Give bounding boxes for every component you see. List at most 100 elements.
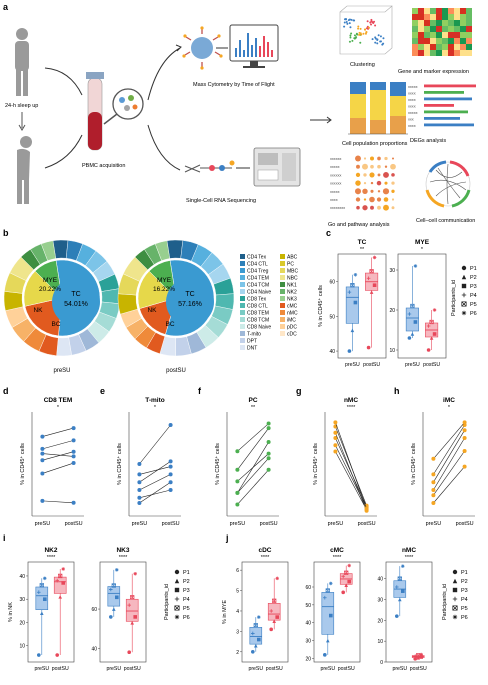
series-line [237,423,269,452]
legend-label: pDC [287,325,297,331]
legend-label: CD8 CTL [247,304,268,310]
go-term-label: xxxxx [330,165,340,169]
cluster-dot [376,42,379,45]
series-line [139,461,171,483]
point-star [275,576,279,581]
degs-row-label: xxxx [408,124,416,128]
legend-participant: P5 [461,606,468,612]
series-point [266,426,271,431]
series-line [42,427,74,437]
heatmap-cell [412,50,418,56]
point-triangle [429,336,434,340]
point-boxx [325,588,330,593]
boxplot: cMC**** 20 30 40 50 60 preSU postSU [305,547,361,672]
series-line [237,427,269,470]
point-star [401,564,405,568]
plot-significance: * [448,405,451,411]
heatmap-cell [442,44,448,50]
cluster-dot [374,41,377,44]
legend-participant: P1 [461,570,468,576]
series-point [40,498,45,503]
heatmap-cell [460,14,466,20]
series-point [431,488,436,492]
point-circle [407,336,412,340]
y-tick-label: 40 [377,577,383,583]
go-dot [363,173,367,177]
plot-frame [99,561,147,663]
x-tick-label: postSU [358,521,376,527]
point-boxx [369,269,374,274]
legend-label: NK3 [287,297,297,303]
heatmap-cell [418,44,424,50]
heatmap-cell [436,32,442,38]
series-point [168,480,173,485]
series-point [266,440,271,445]
bc-label: BC [51,321,60,328]
blood-tube-icon [86,72,104,151]
heatmap-cell [460,20,466,26]
point-boxx [39,583,44,588]
point-triangle [461,274,467,280]
legend-label: ABC [287,255,298,261]
go-dot [363,157,367,160]
cluster-dot [351,39,354,42]
plot-title: nMC [402,547,416,554]
y-tick-label: 20 [19,620,25,626]
series-point [137,462,142,466]
legend-swatch [240,331,245,336]
donut-inner-slice [148,260,177,299]
cluster-dot [370,23,373,26]
legend-label: CD8 TEM [247,311,269,317]
cytof-label: Mass Cytometry by Time of Flight [193,82,275,88]
legend-label: CD8 Naive [247,325,271,331]
cluster-dot [352,19,355,22]
series-point [137,472,142,477]
series-point [40,458,45,463]
y-axis-label: % in CD45⁺ cells [317,285,324,327]
legend-swatch [280,261,285,266]
point-square [115,595,119,600]
legend-participant: P4 [470,293,477,299]
y-axis-label: % in CD45⁺ cells [214,443,221,485]
degs-row-label: xxxx [408,105,416,109]
point-boxx [452,605,458,611]
heatmap-cell [418,38,424,44]
cluster-dot [349,36,352,39]
go-term-label: xxxxx [330,190,340,194]
y-tick-label: 40 [19,574,25,580]
point-circle [413,657,418,661]
point-plus [269,609,273,613]
go-dot [390,163,396,170]
legend-participant: P1 [183,570,190,576]
legend-label: CD4 TEM [247,276,269,282]
sequencer-icon [253,147,301,187]
heatmap-cell [424,38,430,44]
legend-label: cMC [287,304,298,310]
legend-title: Participants_id [442,584,448,620]
go-dot [376,197,382,202]
plot-significance: * [154,405,157,411]
series-point [462,420,467,425]
panel-letter-c: c [326,228,331,238]
series-point [431,456,436,461]
y-axis-label: % in CD45⁺ cells [312,443,319,485]
go-term-label: xxxxxxxx [330,206,345,210]
cluster-dot [362,32,365,35]
y-axis-label: % in CD45⁺ cells [410,443,417,485]
x-tick-label: preSU [426,521,442,527]
legend-label: T-mito [247,332,261,338]
cluster-dot [350,32,353,35]
heatmap-cell [466,20,472,26]
x-tick-label: preSU [132,521,148,527]
pbmc-label: PBMC acquisition [82,163,125,169]
series-point [235,449,240,454]
go-dot [370,205,374,210]
cluster-dot [370,18,373,21]
series-line [139,481,171,504]
y-tick-label: 40 [91,646,97,652]
plot-title: CD8 TEM [44,397,73,404]
plot-significance: ** [360,247,365,253]
heatmap-cell [448,44,454,50]
y-tick-label: 5 [236,589,239,595]
